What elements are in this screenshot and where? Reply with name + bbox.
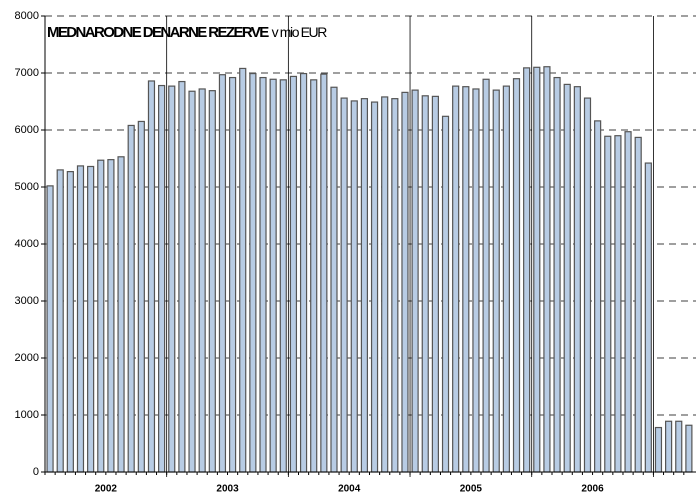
bar — [340, 97, 348, 473]
bar — [441, 115, 450, 473]
bar — [624, 131, 632, 473]
title: MEDNARODNE DENARNE REZERVE — [47, 24, 269, 41]
y-tick-label: 0 — [33, 466, 39, 478]
bar — [137, 120, 145, 473]
bar — [553, 76, 561, 473]
bar — [492, 89, 500, 473]
bar — [279, 79, 287, 473]
bar — [158, 84, 166, 473]
bar — [97, 159, 105, 473]
bar — [76, 165, 85, 473]
bar — [512, 78, 521, 473]
y-tick-label: 2000 — [15, 352, 39, 364]
bar — [502, 85, 510, 473]
bar — [401, 91, 409, 473]
bar — [56, 169, 64, 473]
bar — [228, 76, 237, 473]
y-tick-label: 5000 — [15, 181, 39, 193]
bar — [198, 88, 206, 473]
bar — [462, 86, 470, 473]
bar — [360, 98, 369, 473]
bar — [117, 156, 125, 473]
bar — [391, 98, 399, 473]
bar — [563, 83, 571, 473]
bar — [421, 95, 429, 473]
bar — [543, 66, 551, 473]
bar — [583, 97, 592, 473]
plot: 0 1000 2000 3000 4000 5000 6000 7000 8000 2002 200… — [15, 10, 696, 495]
bar — [320, 73, 328, 473]
bar — [634, 136, 642, 473]
bar — [675, 420, 683, 473]
bar — [614, 135, 622, 473]
bar — [239, 67, 247, 473]
bar — [330, 86, 338, 473]
bar — [604, 135, 612, 473]
bar — [87, 165, 95, 473]
bar — [431, 95, 439, 473]
y-tick-label: 1000 — [15, 409, 39, 421]
bar — [482, 78, 490, 473]
x-tick-label: 2002 — [95, 484, 118, 495]
y-tick-label: 4000 — [15, 238, 39, 250]
bar — [665, 420, 673, 473]
bar — [249, 72, 257, 473]
bar — [411, 89, 419, 473]
bar — [208, 90, 216, 473]
x-tick-label: 2004 — [338, 484, 361, 495]
bar — [289, 75, 298, 473]
bar — [381, 96, 389, 473]
bar — [168, 85, 176, 473]
bar — [259, 76, 267, 473]
bar — [573, 86, 581, 473]
x-tick-label: 2005 — [460, 484, 483, 495]
bar — [533, 66, 541, 473]
bar — [188, 90, 196, 473]
bar — [644, 162, 652, 473]
y-tick-label: 3000 — [15, 295, 39, 307]
y-tick-label: 8000 — [15, 10, 39, 22]
y-tick-label: 7000 — [15, 67, 39, 79]
bar — [66, 171, 74, 473]
bar — [350, 100, 358, 473]
x-tick-label: 2003 — [216, 484, 239, 495]
bar — [299, 72, 308, 473]
subtitle: v mio EUR — [272, 24, 328, 40]
bar — [685, 424, 693, 473]
bar — [523, 67, 531, 473]
bar — [452, 85, 460, 473]
bar — [127, 124, 135, 473]
bar — [310, 79, 318, 473]
bar — [218, 74, 227, 473]
bar — [472, 88, 480, 473]
bar — [594, 120, 602, 473]
bar — [370, 101, 379, 473]
bar — [46, 185, 54, 473]
chart-title: MEDNARODNE DENARNE REZERVE v mio EUR — [47, 24, 327, 41]
bar — [654, 426, 663, 473]
y-tick-label: 6000 — [15, 124, 39, 136]
bar — [269, 78, 277, 473]
bar — [107, 159, 115, 473]
x-tick-label: 2006 — [581, 484, 604, 495]
bar — [178, 80, 186, 473]
bar — [147, 80, 156, 473]
